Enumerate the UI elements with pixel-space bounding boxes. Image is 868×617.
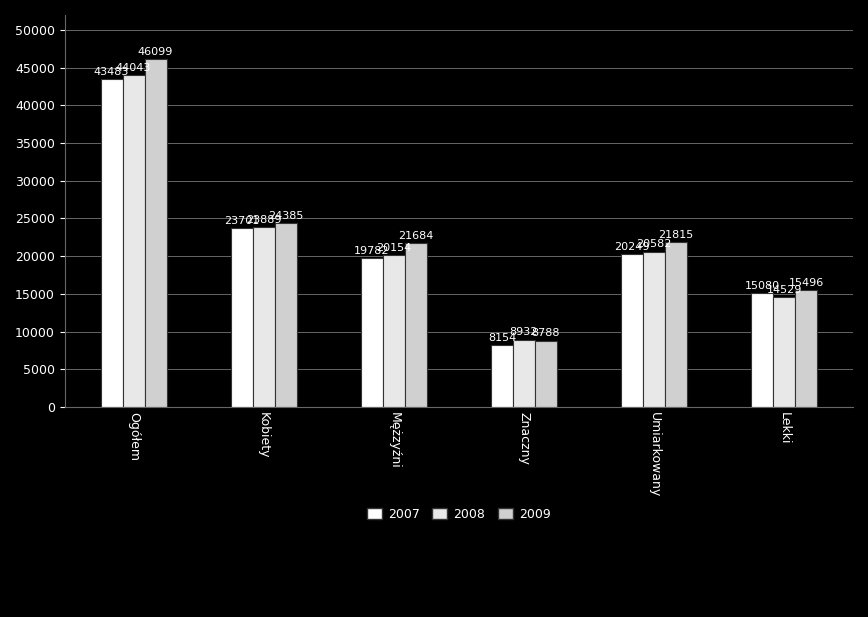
- Text: 21815: 21815: [659, 230, 694, 240]
- Text: 20249: 20249: [615, 242, 650, 252]
- Text: 21684: 21684: [398, 231, 433, 241]
- Bar: [404, 244, 427, 407]
- Text: 8154: 8154: [488, 333, 516, 343]
- Text: 24385: 24385: [268, 211, 304, 221]
- Bar: [621, 254, 643, 407]
- Legend: 2007, 2008, 2009: 2007, 2008, 2009: [362, 503, 556, 526]
- Text: 23701: 23701: [224, 216, 260, 226]
- Bar: [383, 255, 404, 407]
- Text: 15080: 15080: [745, 281, 779, 291]
- Text: 20154: 20154: [376, 242, 411, 253]
- Text: 14529: 14529: [766, 285, 802, 295]
- Bar: [101, 79, 122, 407]
- Text: 8788: 8788: [532, 328, 560, 338]
- Text: 20582: 20582: [636, 239, 672, 249]
- Bar: [231, 228, 253, 407]
- Text: 8932: 8932: [510, 327, 538, 337]
- Bar: [773, 297, 795, 407]
- Text: 44043: 44043: [116, 63, 151, 73]
- Bar: [643, 252, 665, 407]
- Text: 43483: 43483: [94, 67, 129, 77]
- Bar: [795, 290, 817, 407]
- Bar: [665, 242, 687, 407]
- Bar: [535, 341, 557, 407]
- Bar: [253, 227, 274, 407]
- Bar: [361, 258, 383, 407]
- Text: 15496: 15496: [788, 278, 824, 288]
- Bar: [751, 293, 773, 407]
- Text: 23889: 23889: [246, 215, 281, 225]
- Bar: [145, 59, 167, 407]
- Bar: [122, 75, 145, 407]
- Bar: [274, 223, 297, 407]
- Bar: [491, 346, 513, 407]
- Bar: [513, 339, 535, 407]
- Text: 19782: 19782: [354, 246, 390, 255]
- Text: 46099: 46099: [138, 48, 174, 57]
